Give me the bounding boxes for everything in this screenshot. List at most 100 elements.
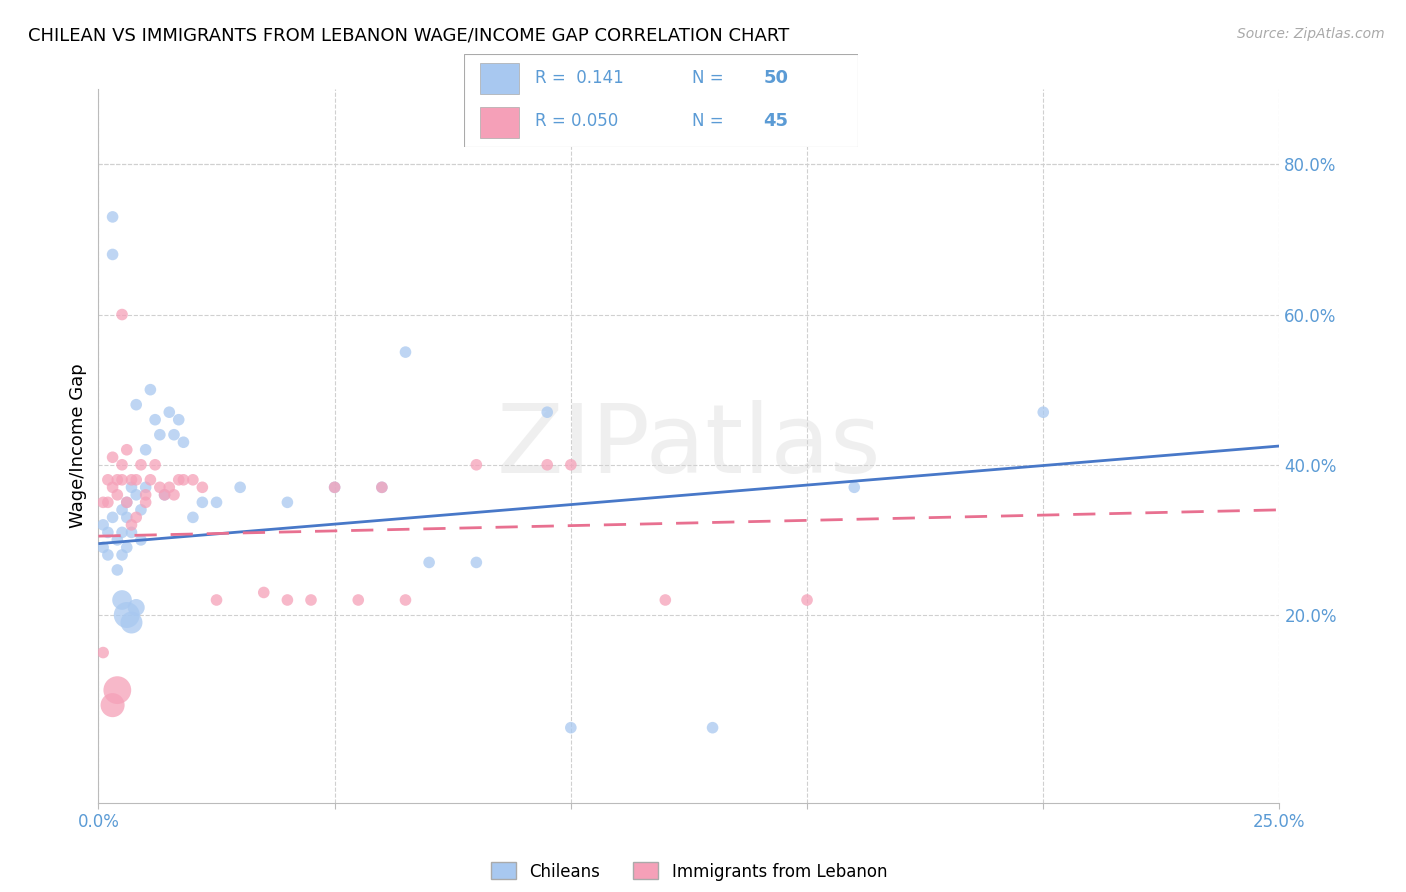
Text: ZIPatlas: ZIPatlas: [496, 400, 882, 492]
Text: 45: 45: [763, 112, 789, 130]
Point: [125, 473, 148, 487]
Point: [125, 488, 148, 502]
Point: [97, 525, 120, 540]
Point: [111, 473, 134, 487]
Point: [153, 488, 176, 502]
Point: [91, 517, 114, 532]
Point: [101, 210, 124, 224]
Point: [163, 488, 186, 502]
Point: [111, 593, 134, 607]
Point: [105, 563, 128, 577]
Point: [323, 480, 346, 494]
Point: [205, 495, 228, 509]
Point: [465, 556, 488, 570]
Point: [191, 480, 214, 494]
Point: [129, 503, 152, 517]
Point: [844, 480, 866, 494]
Point: [101, 510, 124, 524]
Point: [276, 495, 298, 509]
Point: [129, 533, 152, 547]
Point: [97, 495, 120, 509]
Point: [91, 541, 114, 555]
Point: [115, 510, 138, 524]
Point: [101, 450, 124, 465]
Point: [796, 593, 818, 607]
FancyBboxPatch shape: [479, 107, 519, 138]
Point: [394, 345, 416, 359]
Point: [172, 435, 194, 450]
Text: 50: 50: [763, 69, 789, 87]
FancyBboxPatch shape: [464, 54, 858, 147]
Point: [1032, 405, 1054, 419]
Point: [115, 495, 138, 509]
Text: R =  0.141: R = 0.141: [534, 69, 624, 87]
Point: [105, 533, 128, 547]
Point: [129, 458, 152, 472]
Point: [105, 473, 128, 487]
Point: [163, 427, 186, 442]
Point: [105, 488, 128, 502]
Point: [465, 458, 488, 472]
Point: [143, 458, 166, 472]
FancyBboxPatch shape: [479, 63, 519, 94]
Point: [101, 247, 124, 261]
Point: [276, 593, 298, 607]
Point: [97, 548, 120, 562]
Point: [91, 495, 114, 509]
Point: [299, 593, 322, 607]
Text: CHILEAN VS IMMIGRANTS FROM LEBANON WAGE/INCOME GAP CORRELATION CHART: CHILEAN VS IMMIGRANTS FROM LEBANON WAGE/…: [28, 27, 789, 45]
Point: [172, 473, 194, 487]
Point: [121, 615, 143, 630]
Point: [111, 308, 134, 322]
Point: [91, 646, 114, 660]
Point: [191, 495, 214, 509]
Point: [167, 473, 190, 487]
Point: [654, 593, 676, 607]
Point: [135, 442, 157, 457]
Point: [115, 442, 138, 457]
Point: [121, 525, 143, 540]
Point: [105, 683, 128, 698]
Point: [157, 480, 180, 494]
Text: N =: N =: [692, 69, 730, 87]
Point: [536, 405, 558, 419]
Text: Source: ZipAtlas.com: Source: ZipAtlas.com: [1237, 27, 1385, 41]
Point: [111, 503, 134, 517]
Point: [394, 593, 416, 607]
Point: [205, 593, 228, 607]
Point: [229, 480, 252, 494]
Point: [97, 473, 120, 487]
Point: [157, 405, 180, 419]
Point: [139, 473, 162, 487]
Point: [371, 480, 394, 494]
Point: [139, 383, 162, 397]
Point: [111, 548, 134, 562]
Point: [323, 480, 346, 494]
Point: [418, 556, 440, 570]
Point: [111, 525, 134, 540]
Point: [121, 473, 143, 487]
Point: [143, 413, 166, 427]
Point: [167, 413, 190, 427]
Point: [125, 510, 148, 524]
Point: [253, 585, 276, 599]
Point: [135, 495, 157, 509]
Point: [181, 510, 204, 524]
Point: [125, 600, 148, 615]
Point: [536, 458, 558, 472]
Point: [115, 495, 138, 509]
Point: [149, 480, 172, 494]
Point: [111, 458, 134, 472]
Y-axis label: Wage/Income Gap: Wage/Income Gap: [69, 364, 87, 528]
Point: [181, 473, 204, 487]
Text: R = 0.050: R = 0.050: [534, 112, 619, 130]
Point: [135, 480, 157, 494]
Point: [135, 488, 157, 502]
Point: [115, 607, 138, 622]
Point: [115, 541, 138, 555]
Point: [702, 721, 724, 735]
Point: [560, 458, 582, 472]
Point: [149, 427, 172, 442]
Point: [153, 488, 176, 502]
Point: [371, 480, 394, 494]
